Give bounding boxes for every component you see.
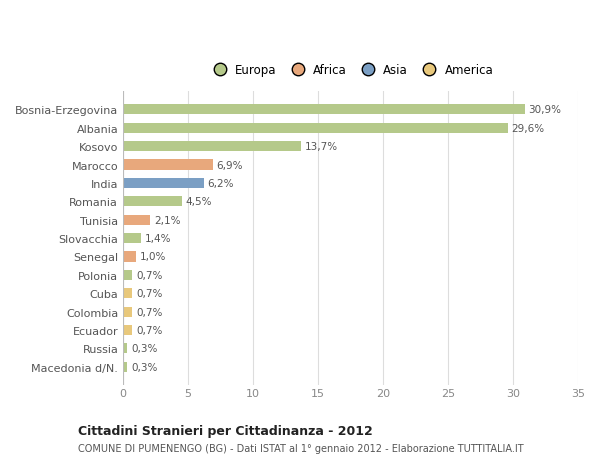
- Text: 6,2%: 6,2%: [208, 179, 234, 189]
- Bar: [123, 215, 151, 225]
- Bar: [123, 362, 127, 372]
- Bar: [123, 289, 132, 299]
- Bar: [123, 160, 213, 170]
- Bar: [123, 307, 132, 317]
- Legend: Europa, Africa, Asia, America: Europa, Africa, Asia, America: [203, 60, 498, 82]
- Bar: [123, 252, 136, 262]
- Bar: [123, 325, 132, 336]
- Text: 0,7%: 0,7%: [136, 307, 163, 317]
- Text: 0,7%: 0,7%: [136, 270, 163, 280]
- Text: 1,4%: 1,4%: [145, 234, 172, 244]
- Text: 6,9%: 6,9%: [217, 160, 243, 170]
- Text: 2,1%: 2,1%: [154, 215, 181, 225]
- Bar: [123, 105, 525, 115]
- Text: 1,0%: 1,0%: [140, 252, 166, 262]
- Text: 13,7%: 13,7%: [305, 142, 338, 152]
- Bar: [123, 270, 132, 280]
- Bar: [123, 123, 508, 134]
- Text: 29,6%: 29,6%: [512, 123, 545, 134]
- Text: 0,7%: 0,7%: [136, 325, 163, 335]
- Text: 4,5%: 4,5%: [185, 197, 212, 207]
- Text: COMUNE DI PUMENENGO (BG) - Dati ISTAT al 1° gennaio 2012 - Elaborazione TUTTITAL: COMUNE DI PUMENENGO (BG) - Dati ISTAT al…: [78, 443, 524, 453]
- Text: 0,7%: 0,7%: [136, 289, 163, 299]
- Text: Cittadini Stranieri per Cittadinanza - 2012: Cittadini Stranieri per Cittadinanza - 2…: [78, 424, 373, 437]
- Bar: [123, 344, 127, 354]
- Text: 0,3%: 0,3%: [131, 344, 157, 353]
- Bar: [123, 197, 182, 207]
- Text: 30,9%: 30,9%: [529, 105, 562, 115]
- Bar: [123, 142, 301, 152]
- Text: 0,3%: 0,3%: [131, 362, 157, 372]
- Bar: [123, 179, 203, 189]
- Bar: [123, 234, 142, 244]
